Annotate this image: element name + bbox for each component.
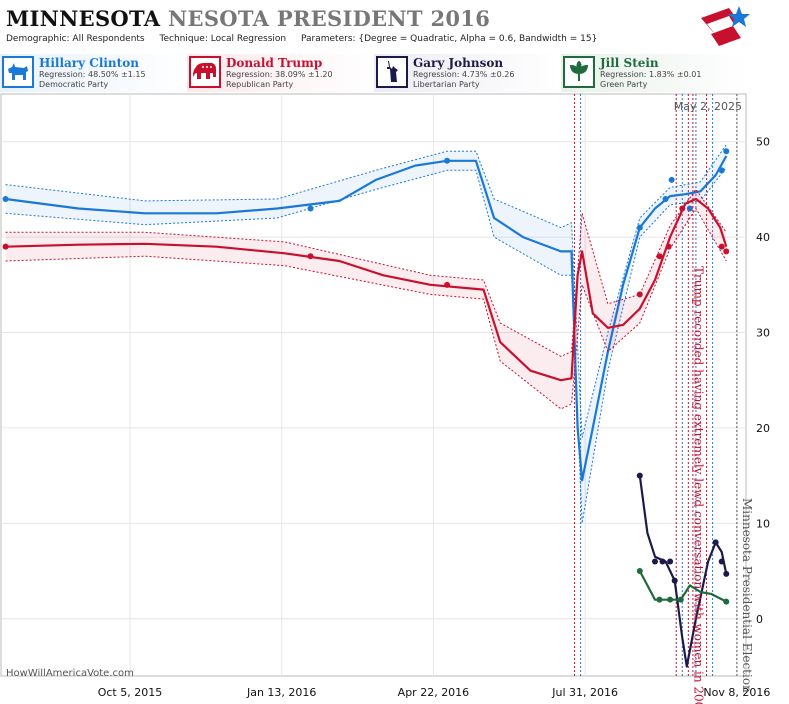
demographic-label: Demographic: All Respondents [6, 34, 145, 44]
hillary-clinton-confidence-band [5, 144, 727, 524]
gary-johnson-poll-point [651, 558, 658, 565]
candidate-name: Hillary Clinton [39, 56, 139, 70]
x-tick-label: Jan 13, 2016 [246, 686, 316, 699]
hillary-clinton-poll-point [636, 224, 643, 231]
donald-trump-trend-line [5, 197, 728, 382]
watermark: HowWillAmericaVote.com [6, 668, 134, 679]
annotation-text: Minnesota Presidential Election [740, 498, 754, 693]
plot-frame [0, 93, 747, 677]
jill-stein-poll-point [656, 596, 663, 603]
hillary-clinton-poll-point [668, 176, 675, 183]
technique-label: Technique: Local Regression [159, 34, 287, 44]
donald-trump-band-upper [5, 188, 727, 357]
donald-trump-poll-point [665, 243, 672, 250]
candidate-name: Jill Stein [600, 56, 659, 70]
y-tick-label: 20 [756, 422, 770, 435]
donald-trump-confidence-band [5, 189, 727, 409]
donald-trump-poll-point [679, 205, 686, 212]
candidate-party: Green Party [600, 80, 648, 89]
gary-johnson-poll-point [636, 472, 643, 479]
hillary-clinton-poll-point [723, 148, 730, 155]
donald-trump-band-lower [5, 207, 727, 410]
title-state: MINNESOTA [6, 6, 161, 31]
x-tick-label: Jul 31, 2016 [551, 686, 618, 699]
gary-johnson-poll-point [667, 558, 674, 565]
candidate-regression: Regression: 4.73% ±0.26 [413, 70, 515, 79]
jill-stein-trend-line [638, 570, 727, 603]
hillary-clinton-poll-point [444, 157, 451, 164]
y-tick-label: 0 [756, 613, 763, 626]
parameters-label: Parameters: {Degree = Quadratic, Alpha =… [301, 34, 598, 44]
gary-johnson-poll-point [712, 539, 719, 546]
gary-johnson-poll-point [718, 558, 725, 565]
donald-trump-poll-point [636, 291, 643, 298]
donald-trump-poll-point [656, 253, 663, 260]
candidate-regression: Regression: 1.83% ±0.01 [600, 70, 702, 79]
jill-stein-poll-point [636, 568, 643, 575]
y-tick-label: 50 [756, 136, 770, 149]
donkey-icon [2, 56, 34, 88]
hillary-clinton-poll-point [718, 167, 725, 174]
statue-of-liberty-icon [376, 56, 408, 88]
hillary-clinton-band-lower [5, 167, 727, 524]
candidate-name: Donald Trump [226, 56, 323, 70]
candidate-legend: Hillary Clinton Regression: 48.50% ±1.15… [0, 54, 789, 92]
x-tick-label: Apr 22, 2016 [398, 686, 470, 699]
gary-johnson-poll-point [659, 558, 666, 565]
parameters-line: Demographic: All Respondents Technique: … [6, 34, 609, 44]
jill-stein-poll-point [677, 596, 684, 603]
candidate-clinton: Hillary Clinton Regression: 48.50% ±1.15… [0, 54, 187, 92]
y-tick-label: 10 [756, 517, 770, 530]
hillary-clinton-poll-point [307, 205, 314, 212]
jill-stein-poll-point [667, 596, 674, 603]
elephant-icon [189, 56, 221, 88]
candidate-regression: Regression: 48.50% ±1.15 [39, 70, 146, 79]
chart-title: MINNESOTA NESOTA PRESIDENT 2016 [6, 6, 490, 31]
candidate-johnson: Gary Johnson Regression: 4.73% ±0.26 Lib… [374, 54, 561, 92]
gary-johnson-trend-line [638, 475, 728, 668]
candidate-trump: Donald Trump Regression: 38.09% ±1.20 Re… [187, 54, 374, 92]
x-tick-label: Nov 8, 2016 [703, 686, 770, 699]
hillary-clinton-poll-point [2, 195, 9, 202]
candidate-name: Gary Johnson [413, 56, 504, 70]
y-tick-label: 40 [756, 231, 770, 244]
y-tick-label: 30 [756, 327, 770, 340]
donald-trump-poll-point [2, 243, 9, 250]
date-stamp: May 2, 2025 [674, 100, 742, 113]
title-rest: NESOTA PRESIDENT 2016 [168, 6, 491, 31]
leaf-icon [563, 56, 595, 88]
candidate-stein: Jill Stein Regression: 1.83% ±0.01 Green… [561, 54, 748, 92]
candidate-party: Democratic Party [39, 80, 109, 89]
annotation-text: Trump recorded having extremely lewd con… [691, 266, 705, 704]
jill-stein-poll-point [723, 598, 730, 605]
x-tick-label: Oct 5, 2015 [98, 686, 163, 699]
hillary-clinton-poll-point [686, 205, 693, 212]
site-logo-icon [701, 6, 750, 46]
gary-johnson-poll-point [671, 577, 678, 584]
gary-johnson-poll-point [723, 570, 730, 577]
donald-trump-poll-point [718, 243, 725, 250]
candidate-regression: Regression: 38.09% ±1.20 [226, 70, 333, 79]
donald-trump-poll-point [723, 248, 730, 255]
candidate-party: Republican Party [226, 80, 294, 89]
hillary-clinton-poll-point [662, 195, 669, 202]
donald-trump-poll-point [307, 253, 314, 260]
donald-trump-poll-point [444, 281, 451, 288]
hillary-clinton-band-upper [5, 144, 727, 438]
candidate-party: Libertarian Party [413, 80, 480, 89]
